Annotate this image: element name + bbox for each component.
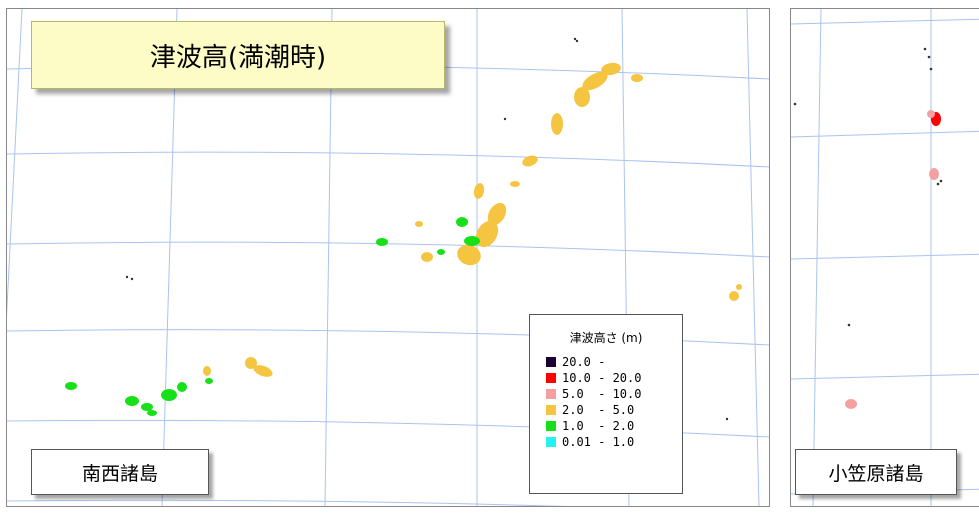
island-blob [503,117,507,121]
legend-swatch [546,405,556,415]
island-group [65,37,742,421]
island-blob [473,183,485,199]
island-blob [929,67,933,71]
island-blob [475,220,499,248]
island-blob [457,244,481,266]
legend-label: 2.0 - 5.0 [562,403,635,417]
legend-swatch [546,421,556,431]
island-blob [736,284,742,290]
island-blob [437,249,445,255]
legend-items: 20.0 - 10.0 - 20.0 5.0 - 10.0 2.0 - 5.0 1.0 … [546,354,682,450]
island-blob [601,62,621,76]
legend-label: 5.0 - 10.0 [562,387,642,401]
region-label-ogasawara: 小笠原諸島 [795,449,957,495]
island-blob [415,221,423,227]
legend-label: 0.01 - 1.0 [562,435,635,449]
legend-title: 津波高さ (m) [569,331,643,345]
island-blob [376,238,388,246]
island-blob [253,365,273,377]
island-blob [125,396,139,406]
island-blob [65,382,77,390]
legend-label: 1.0 - 2.0 [562,419,635,433]
island-blob [141,403,153,411]
island-blob [203,366,211,376]
island-blob [927,110,935,118]
map-panel-ogasawara[interactable]: 小笠原諸島 [790,8,979,507]
island-blob [177,382,187,392]
island-blob [125,275,129,279]
island-blob [574,87,590,107]
island-blob [793,102,797,106]
island-blob [847,323,851,327]
map-title: 津波高(満潮時) [31,21,445,89]
island-blob [939,179,943,183]
island-blob [510,181,520,187]
island-blob [487,202,507,226]
legend-item: 20.0 - [546,354,682,370]
island-blob [147,410,157,416]
legend-item: 0.01 - 1.0 [546,434,682,450]
legend-item: 1.0 - 2.0 [546,418,682,434]
island-blob [582,71,608,91]
island-blob [161,389,177,401]
island-group [793,47,943,409]
legend: 津波高さ (m) 20.0 - 10.0 - 20.0 5.0 - 10.0 2.0 … [529,314,683,494]
island-blob [573,37,577,41]
island-blob [522,155,538,167]
island-blob [205,378,213,384]
island-blob [845,399,857,409]
island-blob [725,417,729,421]
island-blob [575,39,579,43]
legend-label: 20.0 - [562,355,606,369]
legend-swatch [546,373,556,383]
island-blob [456,217,468,227]
map-panel-nansei[interactable]: 津波高(満潮時) 津波高さ (m) 20.0 - 10.0 - 20.0 5.0 -… [6,8,770,507]
legend-swatch [546,437,556,447]
island-blob [464,236,480,246]
legend-swatch [546,389,556,399]
island-blob [421,252,433,262]
island-blob [936,182,940,186]
island-blob [927,55,931,59]
island-blob [245,357,257,369]
island-blob [729,291,739,301]
legend-swatch [546,357,556,367]
island-blob [929,168,939,180]
island-blob [551,113,563,135]
legend-item: 5.0 - 10.0 [546,386,682,402]
legend-item: 2.0 - 5.0 [546,402,682,418]
island-blob [631,74,643,82]
graticule [791,9,979,506]
legend-label: 10.0 - 20.0 [562,371,642,385]
ogasawara-map-canvas [791,9,979,506]
island-blob [130,277,134,281]
island-blob [923,47,927,51]
region-label-nansei: 南西諸島 [31,449,209,495]
legend-item: 10.0 - 20.0 [546,370,682,386]
